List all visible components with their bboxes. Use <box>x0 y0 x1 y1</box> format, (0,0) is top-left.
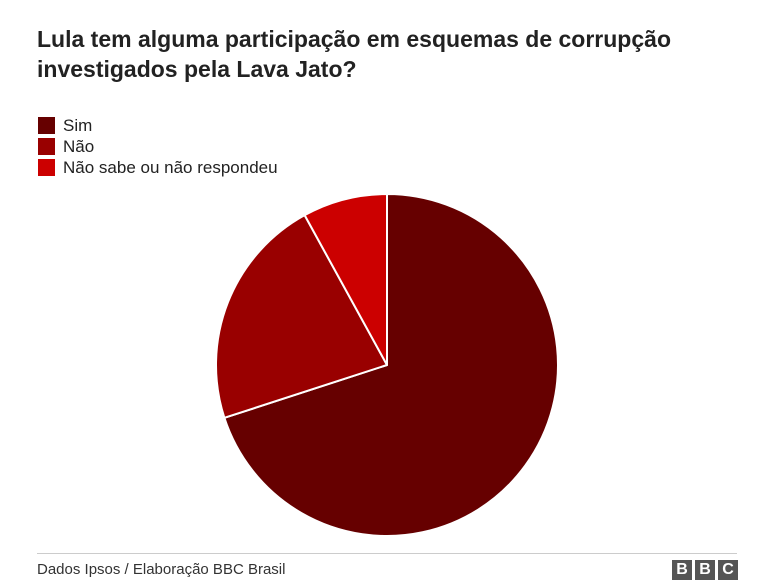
pie-slice-sim <box>223 193 560 537</box>
pie-slice-nao <box>215 214 388 419</box>
chart-title: Lula tem alguma participação em esquemas… <box>37 26 671 82</box>
bbc-logo-letter: C <box>718 560 738 580</box>
legend-label-nao-sabe: Não sabe ou não respondeu <box>63 157 278 177</box>
legend-label-sim: Sim <box>63 115 93 135</box>
source-note: Dados Ipsos / Elaboração BBC Brasil <box>37 561 286 578</box>
legend-label-nao: Não <box>63 136 95 156</box>
legend: Sim Não Não sabe ou não respondeu <box>38 115 278 178</box>
legend-swatch-nao-sabe <box>38 159 55 176</box>
legend-swatch-sim <box>38 117 55 134</box>
legend-swatch-nao <box>38 138 55 155</box>
bbc-logo-letter: B <box>672 560 692 580</box>
legend-item-nao-sabe: Não sabe ou não respondeu <box>38 157 278 178</box>
bbc-logo-letter: B <box>695 560 715 580</box>
pie-slice-nao-sabe <box>303 193 388 366</box>
legend-item-nao: Não <box>38 136 278 157</box>
footer-divider <box>37 553 737 554</box>
legend-item-sim: Sim <box>38 115 278 136</box>
bbc-logo: B B C <box>672 560 738 580</box>
